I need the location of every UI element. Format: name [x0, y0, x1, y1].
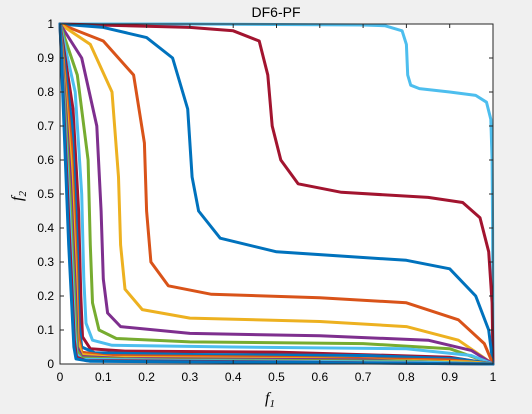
- x-tick-label: 0.8: [398, 370, 415, 384]
- x-tick-label: 0.5: [268, 370, 285, 384]
- y-tick-label: 0: [47, 357, 54, 371]
- series-line-1: [58, 22, 495, 366]
- series-layer: [58, 22, 495, 366]
- x-tick-label: 1: [490, 370, 497, 384]
- y-tick-label: 0.1: [37, 323, 54, 337]
- series-line-8: [58, 22, 495, 366]
- plot-area: [60, 24, 493, 364]
- series-line-5: [58, 22, 495, 366]
- x-axis-label-main: f: [265, 390, 272, 407]
- y-tick-label: 0.5: [37, 187, 54, 201]
- series-line-4: [58, 22, 495, 366]
- y-tick-label: 0.7: [37, 119, 54, 133]
- series-line-3: [58, 22, 495, 366]
- x-tick-label: 0: [57, 370, 64, 384]
- x-axis-ticks: 0 0.1 0.2 0.3 0.4 0.5 0.6 0.7 0.8 0.9 1: [57, 24, 497, 384]
- x-tick-label: 0.3: [182, 370, 199, 384]
- x-axis-label-subscript: 1: [269, 398, 275, 410]
- x-tick-label: 0.2: [138, 370, 155, 384]
- x-tick-label: 0.6: [311, 370, 328, 384]
- y-axis-label-main: f: [9, 194, 26, 201]
- x-tick-label: 0.4: [225, 370, 242, 384]
- series-line-7: [58, 22, 495, 366]
- series-line-10: [58, 22, 495, 366]
- y-tick-label: 0.9: [37, 51, 54, 65]
- y-tick-label: 0.2: [37, 289, 54, 303]
- chart-title: DF6-PF: [252, 4, 301, 20]
- y-tick-label: 0.3: [37, 255, 54, 269]
- y-tick-label: 0.4: [37, 221, 54, 235]
- y-axis-label: f2: [9, 191, 29, 201]
- y-tick-label: 1: [47, 17, 54, 31]
- y-tick-label: 0.6: [37, 153, 54, 167]
- series-line-6: [58, 22, 495, 366]
- y-axis-label-subscript: 2: [17, 191, 29, 197]
- x-tick-label: 0.1: [95, 370, 112, 384]
- x-axis-label: f1: [265, 390, 275, 410]
- y-tick-label: 0.8: [37, 85, 54, 99]
- y-axis-ticks: 0 0.1 0.2 0.3 0.4 0.5 0.6 0.7 0.8 0.9 1: [37, 17, 493, 371]
- x-tick-label: 0.9: [441, 370, 458, 384]
- series-line-2: [58, 22, 495, 366]
- x-tick-label: 0.7: [355, 370, 372, 384]
